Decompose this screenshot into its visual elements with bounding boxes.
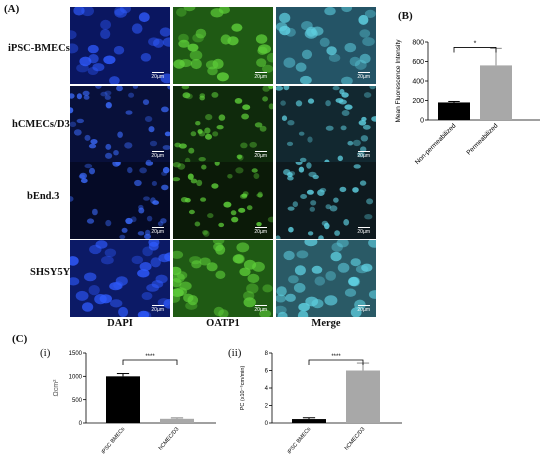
scale-bar-label: 20µm [151, 307, 164, 313]
micrograph-dapi-4: 20µm [70, 240, 170, 317]
y-tick-label: 0 [265, 421, 269, 427]
significance-label: **** [145, 354, 155, 360]
micrograph-dapi-1: 20µm [70, 7, 170, 84]
chart-c-ii: 0 2 4 6 8 PC (x10⁻⁶cm/min) iPSC BMECs hCMEC/D3 *… [239, 351, 402, 455]
micrograph-dapi-2: 20µm [70, 86, 170, 163]
bar-1 [292, 419, 326, 423]
row-label-hcmecs-d3: hCMECs/D3 [12, 119, 70, 130]
scale-bar-label: 20µm [254, 307, 267, 313]
bar-2 [480, 65, 512, 120]
scale-bar: 20µm [151, 304, 164, 313]
category-label: Permeabilized [465, 122, 499, 156]
scale-bar-label: 20µm [151, 74, 164, 80]
scale-bar: 20µm [357, 226, 370, 235]
significance-label: * [474, 40, 477, 47]
micrograph-merge-1: 20µm [276, 7, 376, 84]
y-tick-label: 8 [265, 351, 269, 357]
y-tick-label: 4 [265, 386, 269, 392]
bar-1 [438, 102, 470, 120]
chart-c-i: 0 500 1000 1500 Ωcm² iPSC BMECs hCMEC/D3 **** [53, 351, 216, 455]
scale-bar: 20µm [357, 304, 370, 313]
y-tick-label: 0 [79, 421, 83, 427]
significance-label: **** [331, 354, 341, 360]
y-tick-label: 800 [412, 39, 424, 46]
row-label-shsy5y: SHSY5Y [30, 267, 71, 278]
category-label: Non-permeabilized [414, 122, 458, 166]
micrograph-oatp-3: 20µm [173, 162, 273, 239]
y-tick-label: 2 [265, 404, 269, 410]
scale-bar: 20µm [254, 226, 267, 235]
scale-bar-label: 20µm [151, 229, 164, 235]
scale-bar: 20µm [151, 71, 164, 80]
y-tick-label: 200 [412, 98, 424, 105]
scale-bar-label: 20µm [254, 153, 267, 159]
y-axis-label: PC (x10⁻⁶cm/min) [239, 366, 246, 411]
bar-1 [106, 376, 140, 423]
category-label: hCMEC/D3 [344, 426, 366, 451]
significance-bracket [308, 359, 364, 365]
column-label-dapi: DAPI [107, 318, 133, 329]
row-label-ipsc-bmecs: iPSC-BMECs [8, 43, 70, 54]
scale-bar: 20µm [357, 71, 370, 80]
panel-b-letter: (B) [398, 10, 413, 22]
panel-c-letter: (C) [12, 333, 28, 345]
micrograph-merge-4: 20µm [276, 240, 376, 317]
panel-c-sub-i: (i) [40, 347, 51, 359]
chart-b: 0 200 400 600 800 Mean Fluorescence Intensity… [395, 39, 540, 166]
y-tick-label: 1500 [69, 351, 83, 357]
scale-bar: 20µm [254, 150, 267, 159]
micrograph-oatp-2: 20µm [173, 86, 273, 163]
micrograph-oatp-4: 20µm [173, 240, 273, 317]
scale-bar: 20µm [151, 226, 164, 235]
scale-bar: 20µm [254, 304, 267, 313]
y-tick-label: 0 [420, 117, 424, 124]
micrograph-merge-2: 20µm [276, 86, 376, 163]
y-axis-label: Ωcm² [53, 379, 60, 397]
category-label: iPSC BMECs [287, 426, 313, 455]
scale-bar-label: 20µm [254, 74, 267, 80]
y-tick-label: 500 [72, 398, 83, 404]
y-axis-label: Mean Fluorescence Intensity [395, 39, 402, 123]
scale-bar-label: 20µm [357, 307, 370, 313]
y-tick-label: 6 [265, 369, 269, 375]
significance-bracket [453, 47, 497, 53]
category-label: iPSC BMECs [101, 426, 127, 455]
scale-bar: 20µm [254, 71, 267, 80]
y-tick-label: 400 [412, 78, 424, 85]
scale-bar-label: 20µm [357, 153, 370, 159]
y-tick-label: 600 [412, 59, 424, 66]
panel-c-sub-ii: (ii) [228, 347, 242, 359]
scale-bar-label: 20µm [151, 153, 164, 159]
scale-bar-label: 20µm [254, 229, 267, 235]
bar-2 [160, 418, 194, 423]
column-label-merge: Merge [311, 318, 341, 329]
panel-a-letter: (A) [4, 3, 20, 15]
significance-bracket [122, 359, 178, 365]
scale-bar: 20µm [151, 150, 164, 159]
micrograph-dapi-3: 20µm [70, 162, 170, 239]
row-label-bend3: bEnd.3 [27, 191, 60, 202]
scale-bar-label: 20µm [357, 74, 370, 80]
y-tick-label: 1000 [69, 374, 83, 380]
scale-bar-label: 20µm [357, 229, 370, 235]
micrograph-oatp-1: 20µm [173, 7, 273, 84]
micrograph-merge-3: 20µm [276, 162, 376, 239]
column-label-oatp1: OATP1 [206, 318, 240, 329]
category-label: hCMEC/D3 [158, 426, 180, 451]
scale-bar: 20µm [357, 150, 370, 159]
bar-2 [346, 370, 380, 423]
